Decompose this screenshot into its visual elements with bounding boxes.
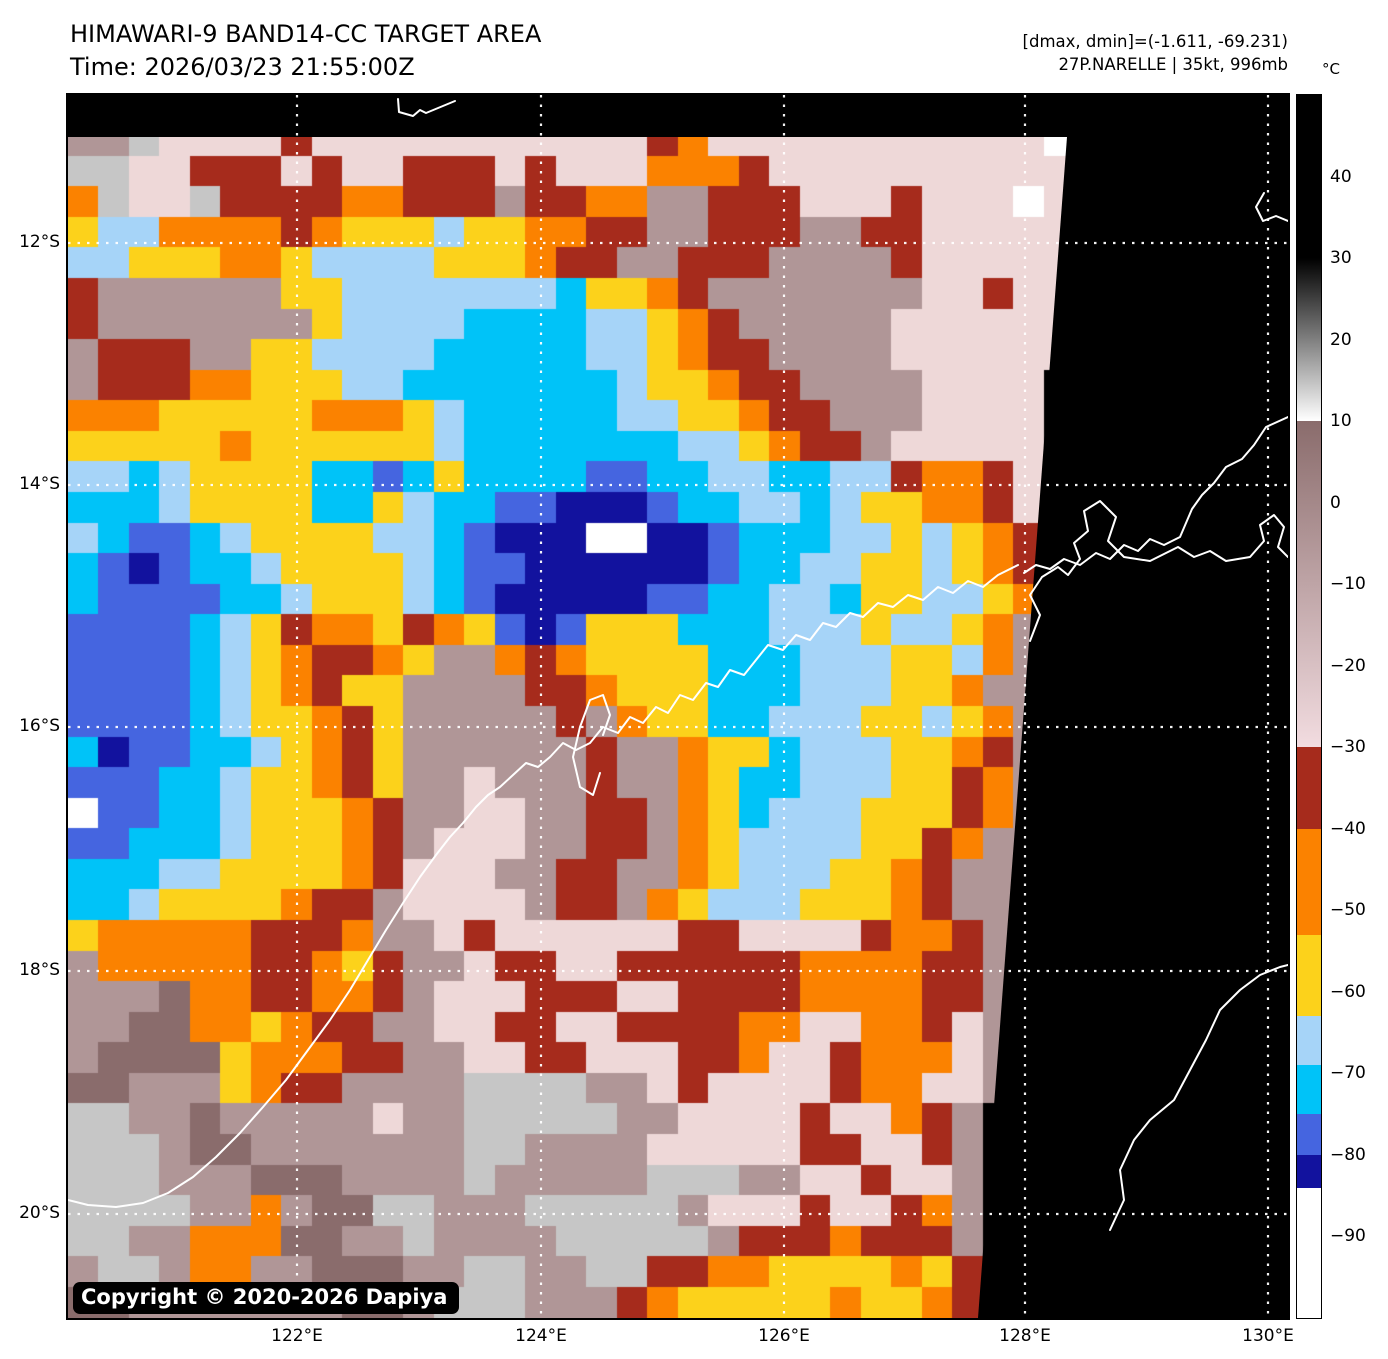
colorbar-tick-label: 0 [1330,492,1341,513]
map-area: Copyright © 2020-2026 Dapiya [66,93,1290,1320]
colorbar-tick-label: 40 [1330,166,1352,187]
y-axis-tick-label: 18°S [19,960,60,980]
colorbar-tick-label: 30 [1330,248,1352,269]
colorbar-tick-label: −30 [1330,737,1366,758]
colorbar-segment [1297,1065,1321,1115]
colorbar-segment [1297,95,1321,259]
header-right: [dmax, dmin]=(-1.611, -69.231) 27P.NAREL… [1023,30,1288,76]
colorbar-tick-label: −20 [1330,655,1366,676]
time-label: Time: 2026/03/23 21:55:00Z [70,53,415,81]
colorbar-segment [1297,421,1321,748]
colorbar-tick-label: −10 [1330,574,1366,595]
colorbar-segment [1297,828,1321,935]
colorbar-segment [1297,258,1321,422]
no-data-mask [68,95,1288,1318]
colorbar-tick-label: −50 [1330,900,1366,921]
dmax-dmin-label: [dmax, dmin]=(-1.611, -69.231) [1022,32,1288,51]
colorbar-tick-label: 10 [1330,411,1352,432]
y-axis-tick-label: 20°S [19,1203,60,1223]
colorbar-tick-label: −60 [1330,981,1366,1002]
y-axis-tick-label: 16°S [19,716,60,736]
colorbar-segment [1297,1016,1321,1066]
map-overlay [68,95,1288,1318]
colorbar-tick-label: 20 [1330,329,1352,350]
colorbar-tick-label: −90 [1330,1226,1366,1247]
graticule-gridlines [68,95,1288,1318]
x-axis-tick-label: 122°E [271,1326,323,1346]
colorbar-segment [1297,1154,1321,1188]
page-title: HIMAWARI-9 BAND14-CC TARGET AREA [70,20,542,48]
colorbar [1296,94,1322,1319]
y-axis-tick-label: 14°S [19,474,60,494]
x-axis-tick-label: 130°E [1242,1326,1294,1346]
coastline-overlay [68,98,1288,1231]
colorbar-segment [1297,747,1321,829]
colorbar-tick-label: −80 [1330,1144,1366,1165]
colorbar-segment [1297,934,1321,1017]
storm-info-label: 27P.NARELLE | 35kt, 996mb [1058,55,1288,74]
x-axis-tick-label: 128°E [999,1326,1051,1346]
copyright-badge: Copyright © 2020-2026 Dapiya [73,1282,460,1314]
x-axis-tick-label: 126°E [758,1326,810,1346]
x-axis-tick-label: 124°E [515,1326,567,1346]
colorbar-segment [1297,1114,1321,1155]
colorbar-tick-label: −40 [1330,818,1366,839]
colorbar-segment [1297,1187,1321,1318]
colorbar-tick-label: −70 [1330,1063,1366,1084]
y-axis-tick-label: 12°S [19,232,60,252]
colorbar-unit-label: °C [1322,60,1340,78]
